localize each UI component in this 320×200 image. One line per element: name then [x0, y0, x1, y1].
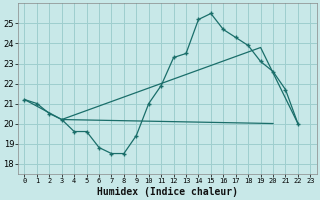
X-axis label: Humidex (Indice chaleur): Humidex (Indice chaleur): [97, 186, 238, 197]
